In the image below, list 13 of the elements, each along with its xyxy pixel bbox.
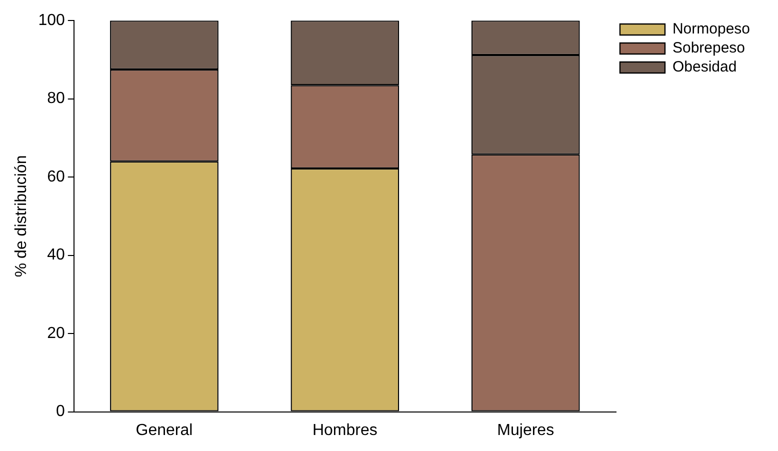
y-tick-label: 80 (47, 90, 65, 108)
y-tick-label: 100 (38, 12, 65, 30)
legend-label: Sobrepeso (672, 40, 746, 57)
x-tick-label: General (136, 422, 193, 439)
x-tick-label: Hombres (312, 422, 378, 439)
y-tick-label: 20 (47, 324, 65, 342)
y-tick-label: 60 (47, 168, 65, 186)
legend-label: Obesidad (672, 58, 737, 76)
x-tick-label: Mujeres (497, 422, 554, 439)
legend-label: Normopeso (672, 20, 750, 38)
y-tick-label: 0 (56, 403, 65, 420)
y-axis-title: % de distribución (13, 155, 30, 278)
y-tick-label: 40 (47, 246, 65, 264)
